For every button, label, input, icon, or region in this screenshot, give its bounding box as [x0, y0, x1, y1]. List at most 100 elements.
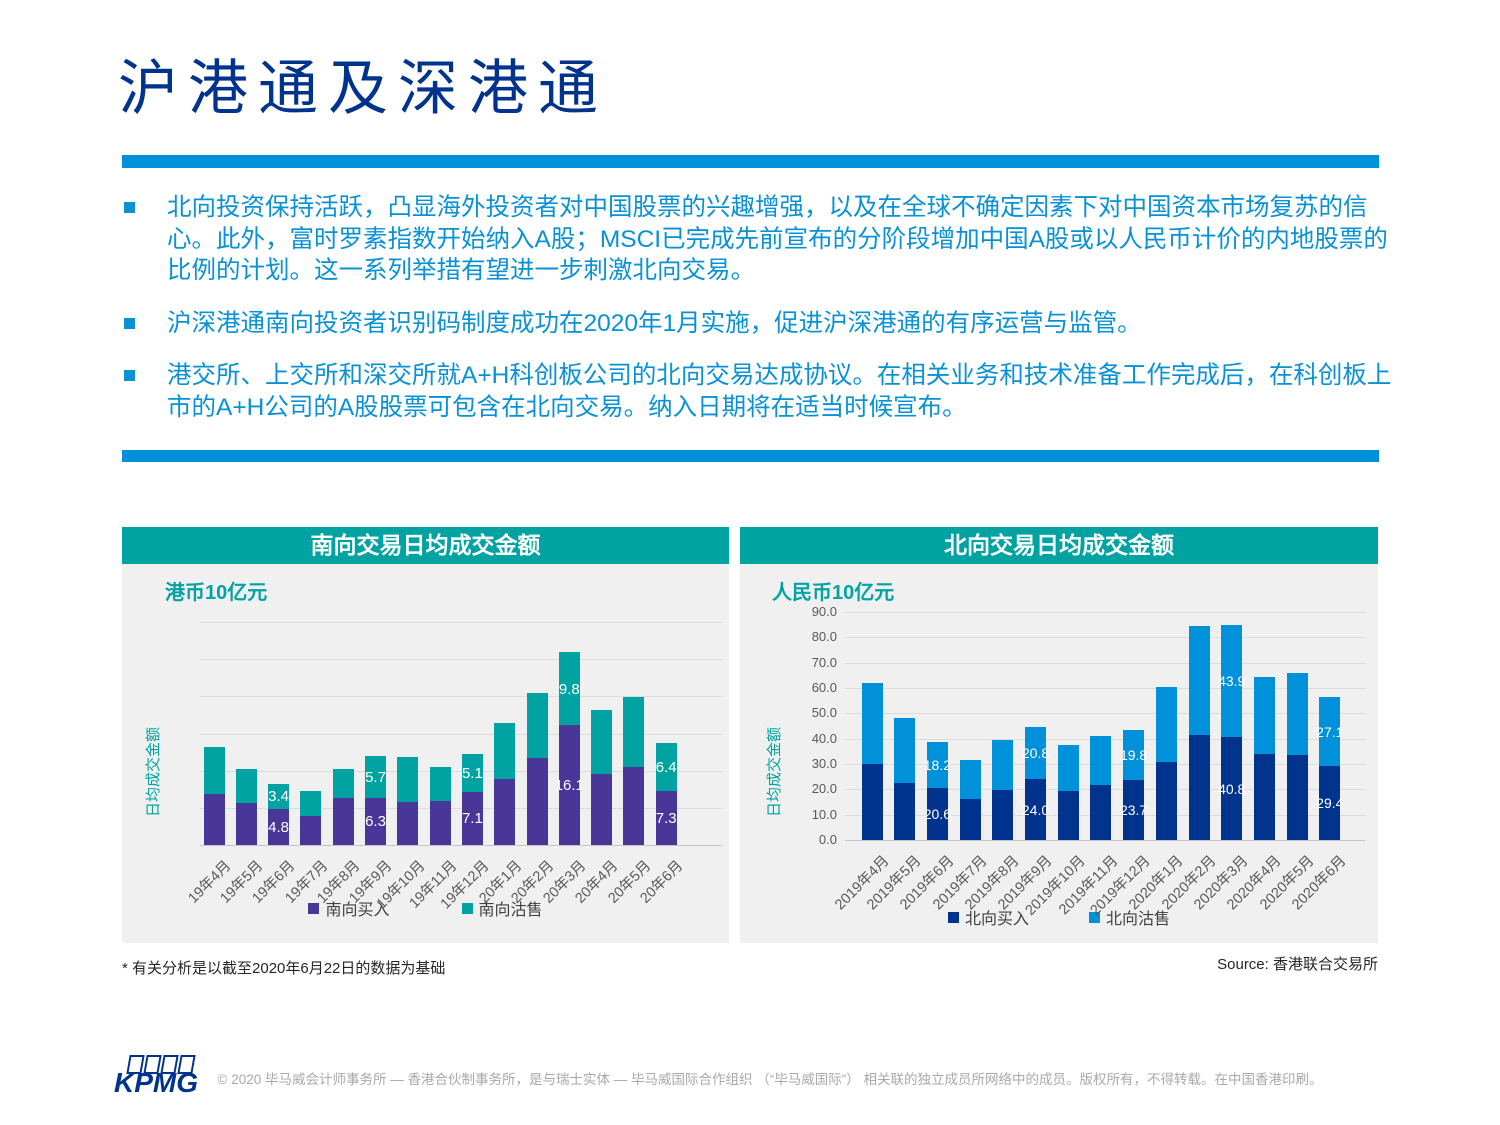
bar-segment-sell [558, 652, 580, 726]
gridline [200, 696, 722, 698]
bar-segment-buy [1221, 736, 1243, 840]
copyright-text: © 2020 毕马威会计师事务所 — 香港合伙制事务所，是与瑞士实体 — 毕马威… [217, 1072, 1323, 1087]
bar-segment-sell [1253, 677, 1275, 755]
gridline [845, 662, 1365, 664]
legend-label: 南向沽售 [478, 902, 543, 919]
gridline [200, 807, 722, 809]
bar-segment-buy [591, 773, 613, 845]
bar-value-label: 20.6 [923, 806, 952, 823]
x-axis-line [200, 845, 722, 846]
y-axis-tick-label: 50.0 [811, 705, 837, 721]
bullet-item: 港交所、上交所和深交所就A+H科创板公司的北向交易达成协议。在相关业务和技术准备… [122, 360, 1392, 423]
bar-segment-sell [1221, 625, 1243, 737]
bullet-square-icon [124, 202, 135, 213]
legend-item: 南向沽售 [461, 896, 543, 920]
bar-value-label: 6.4 [655, 758, 677, 776]
bullet-item: 北向投资保持活跃，凸显海外投资者对中国股票的兴趣增强，以及在全球不确定因素下对中… [122, 192, 1392, 287]
legend-swatch-icon [1089, 911, 1100, 923]
bar-value-label: 43.9 [1218, 673, 1246, 690]
legend-label: 北向买入 [964, 911, 1029, 928]
gridline [845, 612, 1365, 614]
footnote: * 有关分析是以截至2020年6月22日的数据为基础 [122, 960, 446, 977]
southbound-chart-plot: 港币10亿元 日均成交金额 南向买入 南向沽售 19年4月 19年5月 3.4 4.8 1… [122, 564, 729, 943]
northbound-chart-plot: 人民币10亿元 日均成交金额 北向买入 北向沽售 0.0 10.0 20.0 30.0 4… [740, 564, 1378, 943]
y-axis-tick-label: 20.0 [811, 781, 837, 797]
bar-value-label: 40.8 [1218, 780, 1246, 797]
bar-segment-buy [526, 758, 548, 845]
bar-value-label: 19.8 [1119, 747, 1148, 764]
gridline [845, 713, 1365, 715]
bar-segment-sell [365, 755, 386, 799]
legend-swatch-icon [947, 911, 959, 923]
bar-segment-sell [268, 784, 290, 810]
bar-segment-buy [429, 801, 451, 845]
bar-segment-sell [494, 723, 516, 779]
bar-segment-buy [300, 816, 322, 845]
bar-segment-sell [926, 741, 948, 788]
northbound-yaxis-title: 日均成交金额 [766, 727, 783, 818]
bar-segment-sell [332, 769, 354, 799]
bar-segment-sell [1155, 687, 1177, 763]
southbound-legend: 南向买入 南向沽售 [122, 896, 729, 920]
bar-segment-buy [1319, 765, 1341, 840]
bar-segment-buy [623, 766, 645, 845]
bar-segment-buy [332, 798, 354, 845]
northbound-chart-panel: 北向交易日均成交金额 人民币10亿元 日均成交金额 北向买入 北向沽售 0.0 10… [740, 527, 1378, 943]
bar-segment-sell [397, 757, 419, 802]
legend-item: 南向买入 [308, 896, 390, 920]
bar-segment-sell [1286, 672, 1308, 756]
gridline [845, 688, 1365, 690]
gridline [200, 733, 722, 735]
bar-segment-sell [461, 754, 483, 793]
bar-segment-buy [1188, 734, 1210, 840]
kpmg-logo: KPMG [114, 1055, 198, 1099]
bar-segment-sell [959, 759, 981, 799]
bar-segment-sell [1319, 696, 1341, 766]
bar-segment-sell [1188, 625, 1210, 735]
bar-segment-buy [1025, 779, 1046, 840]
southbound-yaxis-title: 日均成交金额 [145, 727, 162, 818]
bar-value-label: 5.7 [365, 768, 386, 786]
gridline [200, 622, 722, 623]
bar-segment-buy [1090, 784, 1112, 840]
bar-segment-buy [1057, 790, 1079, 840]
x-axis-line [845, 840, 1365, 841]
bar-segment-buy [959, 798, 981, 840]
bar-segment-buy [494, 778, 516, 845]
divider-top [122, 155, 1379, 168]
bar-value-label: 23.7 [1119, 802, 1148, 819]
divider-bottom [122, 450, 1379, 462]
bar-segment-sell [591, 710, 613, 774]
bullet-item: 沪深港通南向投资者识别码制度成功在2020年1月实施，促进沪深港通的有序运营与监… [122, 308, 1392, 340]
y-axis-tick-label: 70.0 [811, 654, 837, 670]
y-axis-tick-label: 10.0 [811, 806, 837, 822]
gridline [200, 659, 722, 661]
y-axis-tick-label: 80.0 [811, 629, 837, 645]
northbound-unit-label: 人民币10亿元 [772, 582, 895, 604]
bar-segment-buy [1155, 762, 1177, 840]
bar-value-label: 29.4 [1316, 795, 1344, 812]
bar-segment-sell [655, 743, 677, 791]
y-axis-tick-label: 30.0 [811, 756, 837, 771]
bar-segment-buy [268, 809, 290, 845]
bar-segment-buy [235, 803, 257, 845]
bar-value-label: 7.1 [461, 810, 483, 828]
bar-segment-sell [300, 790, 322, 816]
southbound-chart-panel: 南向交易日均成交金额 港币10亿元 日均成交金额 南向买入 南向沽售 19年4月 1… [122, 527, 729, 943]
bar-segment-buy [397, 801, 419, 845]
bar-segment-sell [429, 766, 451, 802]
legend-item: 北向沽售 [1089, 905, 1170, 929]
bar-value-label: 24.0 [1021, 801, 1050, 818]
bar-segment-buy [655, 790, 677, 845]
bar-segment-sell [1090, 735, 1112, 785]
bullet-text: 沪深港通南向投资者识别码制度成功在2020年1月实施，促进沪深港通的有序运营与监… [167, 309, 1142, 337]
bar-segment-buy [365, 798, 386, 845]
southbound-unit-label: 港币10亿元 [165, 582, 268, 604]
bullet-text: 港交所、上交所和深交所就A+H科创板公司的北向交易达成协议。在相关业务和技术准备… [167, 362, 1392, 421]
bar-segment-sell [235, 769, 257, 804]
bar-segment-buy [203, 794, 225, 845]
bar-segment-buy [1286, 755, 1308, 840]
kpmg-logo-boxes-icon [126, 1055, 198, 1074]
bar-segment-sell [992, 739, 1014, 790]
